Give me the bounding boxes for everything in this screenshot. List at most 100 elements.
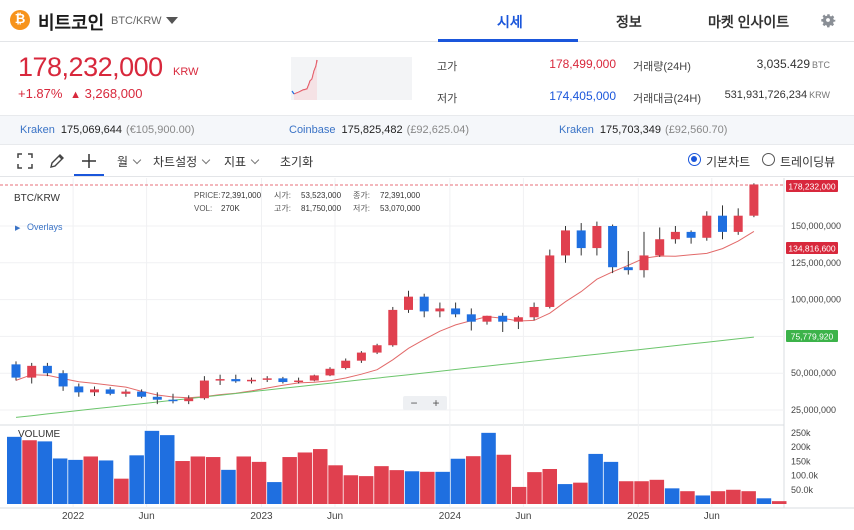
candle [388, 309, 398, 346]
volume-tick-label: 150k [791, 456, 811, 466]
chevron-down-icon[interactable] [166, 17, 178, 24]
crosshair-icon[interactable] [79, 151, 99, 171]
candle [309, 375, 319, 381]
volume-bar [205, 457, 221, 504]
chevron-down-icon [132, 155, 142, 165]
high-value: 178,499,000 [549, 57, 616, 71]
price-tick-label: 150,000,000 [791, 221, 841, 231]
top-header: ₿ 비트코인 BTC/KRW 시세 정보 마켓 인사이트 [0, 0, 854, 42]
candle [247, 379, 256, 382]
tab-info[interactable]: 정보 [616, 14, 642, 30]
volume-bar [358, 476, 374, 504]
exchange-item[interactable]: Kraken 175,703,349 (£92,560.70) [559, 124, 727, 136]
volume-tick-label: 100.0k [791, 471, 819, 481]
triangle-right-icon: ▶ [15, 225, 21, 232]
amount-number: 531,931,726,234 [724, 89, 808, 101]
candles [11, 183, 759, 405]
change-amount: 3,268,000 [84, 86, 143, 101]
legend-value: 81,750,000 [301, 204, 342, 213]
tab-price[interactable]: 시세 [497, 14, 523, 30]
coin-name[interactable]: 비트코인 [38, 13, 105, 33]
price-tag: 178,232,000 [786, 180, 838, 192]
exchange-item[interactable]: Coinbase 175,825,482 (£92,625.04) [289, 124, 469, 136]
basic-chart-label[interactable]: 기본차트 [706, 155, 751, 169]
volume-bar [527, 472, 542, 504]
volume-bar [466, 456, 481, 504]
pencil-icon[interactable] [47, 151, 67, 171]
volume-bar [420, 471, 435, 504]
radio-basic-chart[interactable] [688, 153, 701, 166]
tradingview-label[interactable]: 트레이딩뷰 [780, 155, 836, 169]
price-tag: 134,816,600 [786, 242, 838, 254]
candle [294, 380, 304, 383]
reset-button[interactable]: 초기화 [280, 155, 314, 169]
legend-value: 72,391,000 [380, 191, 421, 200]
legend-value: 270K [221, 204, 240, 213]
zoom-out-button[interactable]: − [410, 396, 417, 410]
exchange-name: Kraken [20, 124, 55, 136]
candle [372, 345, 382, 353]
chevron-down-icon [201, 155, 211, 165]
high-label: 고가 [437, 61, 458, 73]
volume-number: 3,035.429 [756, 57, 810, 71]
candle [623, 267, 633, 271]
volume-bar [190, 456, 206, 504]
time-tick-label: 2022 [62, 511, 85, 522]
volume-label: 거래량(24H) [633, 61, 691, 73]
interval-label: 월 [117, 155, 129, 169]
volume-bar [481, 432, 496, 504]
zoom-controls: − + [403, 396, 447, 410]
volume-bar [404, 471, 420, 504]
candle [121, 391, 131, 394]
price-tag-box [786, 242, 838, 254]
fullscreen-icon[interactable] [15, 151, 35, 171]
volume-bar [114, 478, 129, 504]
price-tag-label: 178,232,000 [788, 182, 836, 192]
gear-icon[interactable] [818, 10, 838, 30]
interval-dropdown[interactable]: 월 [117, 153, 142, 170]
chart-settings-dropdown[interactable]: 차트설정 [153, 153, 211, 170]
volume-tick-label: 50.0k [791, 485, 814, 495]
legend-label: 시가: [274, 191, 291, 200]
exchange-price: 175,825,482 [341, 124, 403, 136]
candle [498, 315, 508, 322]
candle [137, 391, 147, 397]
radio-tradingview[interactable] [762, 153, 775, 166]
volume-bar [282, 457, 297, 504]
exchange-fiat: (£92,625.04) [406, 124, 470, 136]
candle [702, 215, 712, 238]
volume-label: VOLUME [18, 429, 61, 440]
legend-value: 72,391,000 [221, 191, 262, 200]
candle [592, 226, 602, 249]
volume-bar [710, 491, 726, 504]
volume-unit: BTC [812, 60, 830, 70]
price-chart[interactable]: 150,000,000125,000,000100,000,00075,000,… [0, 178, 854, 530]
indicators-dropdown[interactable]: 지표 [224, 153, 260, 170]
volume-bar [160, 435, 175, 504]
volume-bar [588, 453, 603, 504]
candle [451, 308, 461, 315]
time-tick-label: Jun [327, 511, 343, 522]
volume-bar [619, 481, 634, 504]
zoom-in-button[interactable]: + [432, 396, 439, 410]
candle [529, 306, 539, 318]
candle [152, 396, 162, 400]
moving-average-long [15, 336, 754, 418]
candle [639, 255, 649, 271]
tab-market-insight[interactable]: 마켓 인사이트 [708, 14, 790, 30]
candle [90, 389, 99, 393]
low-label: 저가 [437, 93, 458, 105]
coin-pair[interactable]: BTC/KRW [111, 15, 162, 27]
legend-label: 종가: [353, 191, 370, 200]
volume-bar [328, 465, 343, 504]
bitcoin-logo-icon: ₿ [10, 10, 30, 30]
candle [74, 386, 84, 393]
exchange-item[interactable]: Kraken 175,069,644 (€105,900.00) [20, 124, 195, 136]
legend-label: PRICE: [194, 191, 221, 200]
price-axis: 150,000,000125,000,000100,000,00075,000,… [62, 180, 841, 522]
change-arrow-icon: ▲ [70, 89, 81, 101]
candle [341, 360, 351, 369]
candle [718, 215, 727, 232]
time-tick-label: Jun [704, 511, 720, 522]
